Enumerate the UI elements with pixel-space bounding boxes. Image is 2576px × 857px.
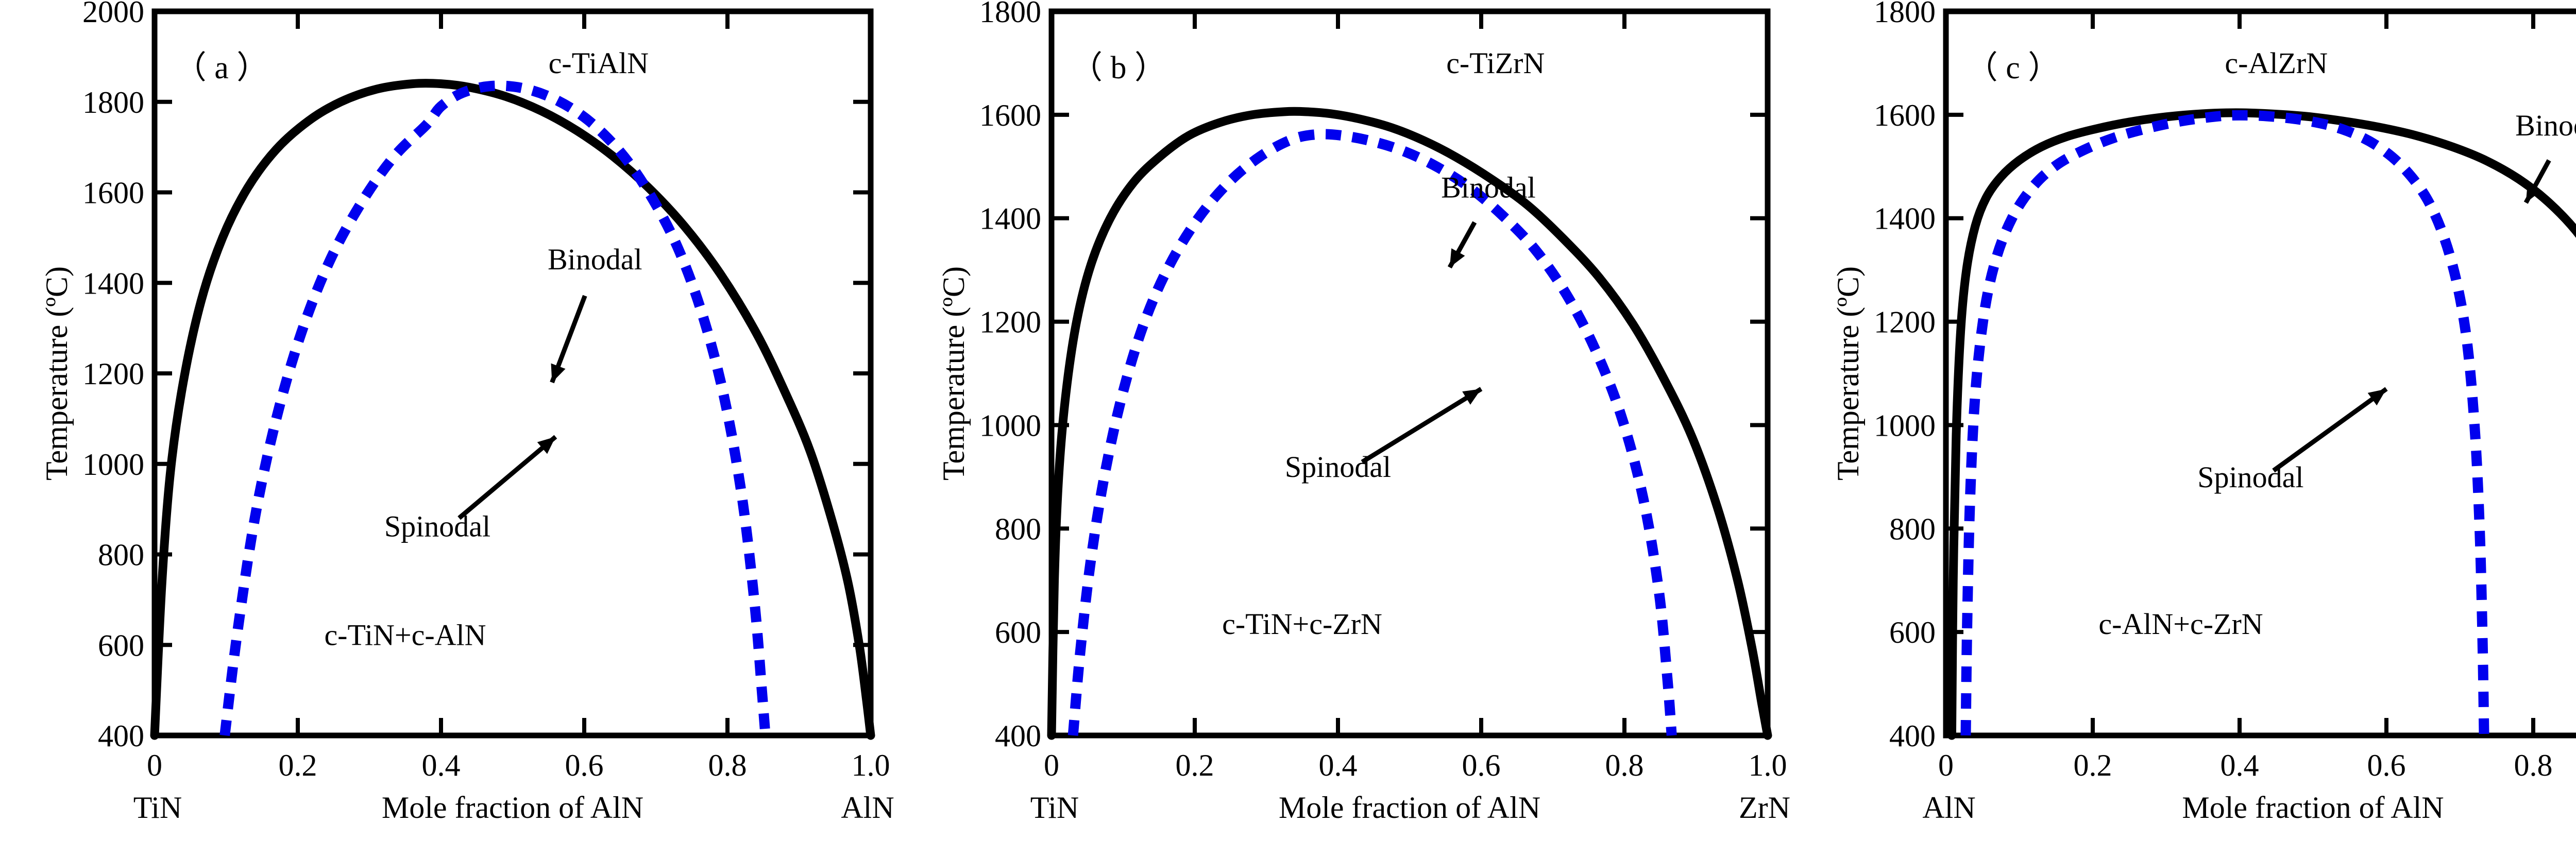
x-tick-label: 0 (1938, 748, 1954, 782)
y-tick-label: 1000 (979, 408, 1041, 442)
y-tick-label: 1800 (82, 85, 144, 119)
curve-label-spinodal: Spinodal (1285, 450, 1391, 484)
y-tick-label: 1200 (979, 305, 1041, 339)
plot-frame (1943, 8, 2576, 739)
x-tick-label: 0.8 (1605, 748, 1644, 782)
curve-label-spinodal: Spinodal (2197, 460, 2303, 494)
region-label: c-TiN+c-ZrN (1222, 607, 1382, 641)
x-left-endpoint-label: TiN (133, 791, 182, 825)
annotation-binodal: Binodal (2515, 109, 2576, 204)
composition-title: c-AlZrN (2225, 46, 2328, 80)
region-label: c-AlN+c-ZrN (2098, 607, 2263, 641)
curve-label-binodal: Binodal (2515, 109, 2576, 142)
spinodal-curve (1960, 110, 2489, 736)
x-tick-label: 0.4 (422, 748, 461, 782)
arrow-head (2367, 389, 2386, 406)
x-tick-label: 0.4 (1319, 748, 1358, 782)
x-left-endpoint-label: TiN (1030, 791, 1079, 825)
panel-tag: （ b ） (1071, 50, 1166, 85)
leader-line (457, 435, 557, 520)
y-tick-label: 800 (995, 512, 1041, 546)
panel-tag: （ c ） (1966, 50, 2060, 85)
x-tick-label: 0.8 (708, 748, 747, 782)
region-label: c-TiN+c-AlN (324, 618, 486, 652)
y-tick-label: 1200 (1874, 305, 1936, 339)
panel-tag: （ a ） (175, 50, 269, 85)
y-tick-label: 1200 (82, 357, 144, 391)
axes-group: 400 600 800 1000 1200 1400 1600 1800 2000 0 0.2 0.4… (82, 0, 890, 782)
y-tick-label: 400 (1889, 719, 1936, 753)
spinodal-curve (219, 80, 771, 736)
y-tick-label: 1600 (979, 98, 1041, 132)
x-tick-label: 0.2 (279, 748, 317, 782)
y-tick-label: 800 (98, 538, 144, 572)
curve-label-binodal: Binodal (1441, 171, 1536, 204)
x-right-endpoint-label: ZrN (1739, 791, 1790, 825)
y-tick-label: 1000 (82, 448, 144, 482)
composition-title: c-TiZrN (1446, 46, 1545, 80)
panel-3: 400 600 800 1000 1200 1400 1600 1800 0 0.2 0.4 0.6 0… (1804, 0, 2576, 857)
plot-frame (151, 8, 874, 739)
y-tick-label: 1800 (979, 0, 1041, 29)
leader-line (2272, 387, 2388, 473)
x-left-endpoint-label: AlN (1922, 791, 1975, 825)
arrow-head (551, 363, 566, 383)
y-axis-title: Temperature (ºC) (937, 266, 971, 481)
y-tick-label: 1000 (1874, 408, 1936, 442)
binodal-curve (150, 79, 875, 740)
annotation-spinodal: Spinodal (384, 435, 557, 543)
axes-group: 400 600 800 1000 1200 1400 1600 1800 0 0.2 0.4 0.6 0… (1874, 0, 2553, 782)
spinodal-curve (1067, 129, 1677, 736)
y-tick-label: 1600 (82, 176, 144, 210)
axes-group: 400 600 800 1000 1200 1400 1600 1800 0 0.2 0.4 0.6 0… (979, 0, 1787, 782)
panel-2: 400 600 800 1000 1200 1400 1600 1800 0 0.2 0.4 0.6 0… (902, 0, 1804, 857)
x-axis-title: Mole fraction of AlN (2182, 791, 2444, 825)
panel-1: 400 600 800 1000 1200 1400 1600 1800 2000 0 0.2 0.4… (0, 0, 902, 857)
y-tick-label: 800 (1889, 512, 1936, 546)
y-tick-label: 400 (98, 719, 144, 753)
x-right-endpoint-label: AlN (841, 791, 894, 825)
annotation-binodal: Binodal (1441, 171, 1536, 269)
y-tick-label: 1400 (1874, 202, 1936, 236)
x-tick-label: 0.4 (2221, 748, 2259, 782)
x-axis-title: Mole fraction of AlN (382, 791, 643, 825)
x-tick-label: 0.6 (1462, 748, 1501, 782)
x-tick-label: 1.0 (1749, 748, 1787, 782)
y-tick-label: 1400 (82, 266, 144, 300)
x-tick-label: 1.0 (852, 748, 890, 782)
y-tick-label: 600 (98, 628, 144, 662)
y-tick-label: 600 (995, 615, 1041, 649)
arrow-head (537, 437, 556, 454)
arrow-head (1449, 248, 1465, 268)
binodal-curve (1047, 107, 1772, 740)
leader-line (1361, 387, 1483, 464)
y-tick-label: 1800 (1874, 0, 1936, 29)
x-tick-label: 0.2 (1176, 748, 1214, 782)
plot-frame (1048, 8, 1771, 739)
x-tick-label: 0.6 (565, 748, 604, 782)
y-tick-label: 600 (1889, 615, 1936, 649)
x-tick-label: 0.2 (2074, 748, 2112, 782)
curve-label-spinodal: Spinodal (384, 509, 490, 543)
y-tick-label: 400 (995, 719, 1041, 753)
x-tick-label: 0.8 (2514, 748, 2553, 782)
x-axis-title: Mole fraction of AlN (1279, 791, 1540, 825)
y-axis-title: Temperature (ºC) (40, 266, 74, 481)
annotation-spinodal: Spinodal (1285, 387, 1483, 484)
y-tick-label: 1400 (979, 202, 1041, 236)
annotation-spinodal: Spinodal (2197, 387, 2388, 494)
y-tick-label: 2000 (82, 0, 144, 29)
arrow-head (1462, 389, 1481, 405)
annotation-binodal: Binodal (548, 243, 642, 384)
x-tick-label: 0.6 (2367, 748, 2406, 782)
y-tick-label: 1600 (1874, 98, 1936, 132)
x-tick-label: 0 (1044, 748, 1059, 782)
arrow-head (2526, 183, 2541, 203)
y-axis-title: Temperature (ºC) (1831, 266, 1865, 481)
x-tick-label: 0 (147, 748, 162, 782)
composition-title: c-TiAlN (549, 46, 649, 80)
curve-label-binodal: Binodal (548, 243, 642, 276)
